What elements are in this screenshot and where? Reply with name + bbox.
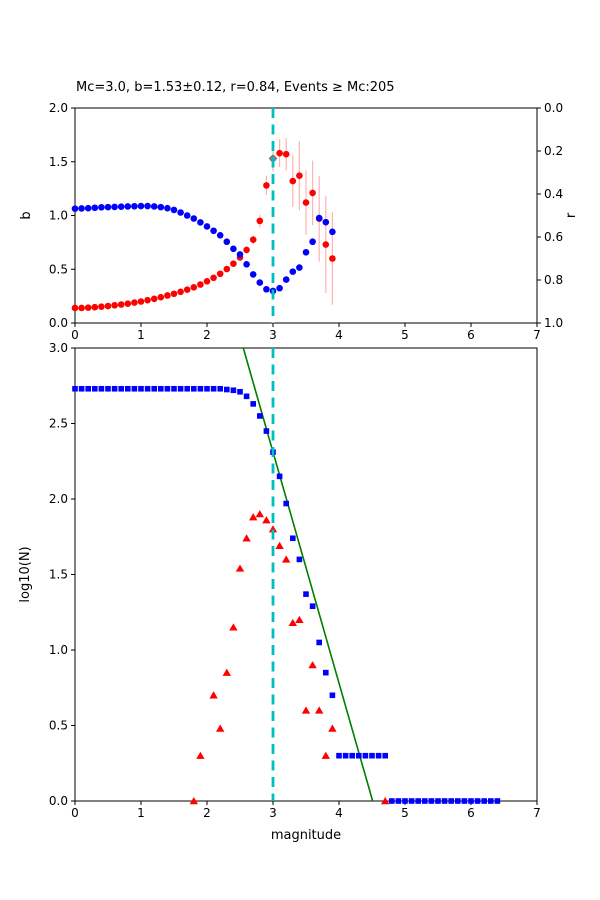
svg-text:1.5: 1.5 [49, 155, 68, 169]
svg-text:2.5: 2.5 [49, 417, 68, 431]
svg-text:1.0: 1.0 [49, 209, 68, 223]
svg-text:3: 3 [269, 328, 277, 342]
b-stability-chart: 0 1 2 3 4 5 6 7 0.0 0.5 1.0 1.5 2.0 0.0 0.2 0.4 0.6 0.8 1.… [19, 101, 579, 342]
svg-text:3.0: 3.0 [49, 341, 68, 355]
svg-text:1: 1 [137, 806, 145, 820]
series-cumulative-counts [72, 385, 501, 804]
svg-text:1.0: 1.0 [544, 316, 563, 330]
svg-text:2.0: 2.0 [49, 101, 68, 115]
svg-text:0.6: 0.6 [544, 230, 563, 244]
x-axis-ticks: 0 1 2 3 4 5 6 7 [71, 801, 541, 820]
svg-text:7: 7 [533, 328, 541, 342]
svg-text:0.5: 0.5 [49, 262, 68, 276]
svg-text:1.5: 1.5 [49, 568, 68, 582]
svg-text:0.0: 0.0 [49, 316, 68, 330]
svg-text:4: 4 [335, 328, 343, 342]
svg-text:2: 2 [203, 806, 211, 820]
svg-text:2: 2 [203, 328, 211, 342]
svg-text:5: 5 [401, 328, 409, 342]
svg-text:0.5: 0.5 [49, 719, 68, 733]
svg-text:1.0: 1.0 [49, 643, 68, 657]
series-r-vs-cutoff-magnitude [71, 202, 336, 295]
svg-text:1: 1 [137, 328, 145, 342]
y-axis-label-left: log10(N) [18, 546, 33, 602]
svg-text:0.8: 0.8 [544, 273, 563, 287]
svg-text:0.0: 0.0 [49, 794, 68, 808]
svg-text:5: 5 [401, 806, 409, 820]
svg-text:0: 0 [71, 806, 79, 820]
x-axis-label: magnitude [271, 828, 341, 843]
plot-title: Mc=3.0, b=1.53±0.12, r=0.84, Events ≥ Mc… [76, 80, 395, 95]
svg-text:0.2: 0.2 [544, 144, 563, 158]
fmd-chart: 0 1 2 3 4 5 6 7 0.0 0.5 1.0 1.5 2.0 2.5 3.0 log10(N) mag… [18, 341, 541, 843]
y-axis-left-ticks: 0.0 0.5 1.0 1.5 2.0 2.5 3.0 [49, 341, 75, 808]
svg-text:7: 7 [533, 806, 541, 820]
svg-text:6: 6 [467, 328, 475, 342]
svg-text:0.4: 0.4 [544, 187, 563, 201]
x-axis-ticks: 0 1 2 3 4 5 6 7 [71, 323, 541, 342]
y-axis-label-left: b [19, 211, 34, 219]
svg-text:2.0: 2.0 [49, 492, 68, 506]
errorbars [74, 138, 333, 310]
svg-text:0: 0 [71, 328, 79, 342]
svg-text:6: 6 [467, 806, 475, 820]
axes-frame [74, 347, 538, 802]
y-axis-label-right: r [564, 212, 579, 218]
svg-text:4: 4 [335, 806, 343, 820]
series-b-value-vs-cutoff-magnitude [71, 138, 336, 312]
y-axis-left-ticks: 0.0 0.5 1.0 1.5 2.0 [49, 101, 75, 330]
y-axis-right-ticks: 0.0 0.2 0.4 0.6 0.8 1.0 [537, 101, 563, 330]
series-incremental-counts [189, 510, 390, 805]
series-gutenberg-richter-fit-line [242, 347, 374, 802]
svg-text:3: 3 [269, 806, 277, 820]
svg-text:0.0: 0.0 [544, 101, 563, 115]
